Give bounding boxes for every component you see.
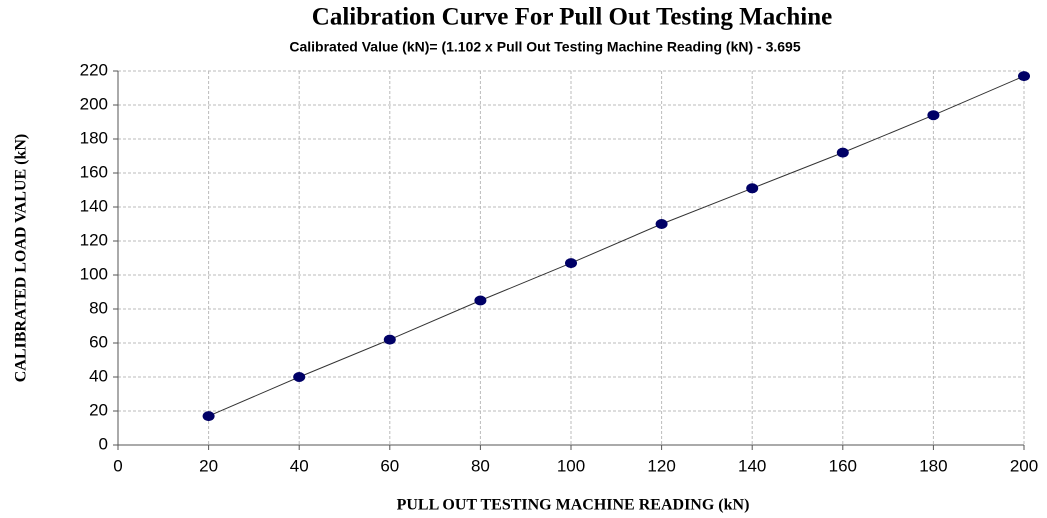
data-point [383,334,396,345]
x-tick-label: 40 [290,456,309,475]
y-tick-label: 0 [99,434,108,453]
y-tick-label: 80 [89,298,108,317]
x-tick-label: 20 [199,456,218,475]
data-point [202,411,215,422]
data-point [474,295,487,306]
x-axis-label: PULL OUT TESTING MACHINE READING (kN) [397,497,750,514]
chart-title: Calibration Curve For Pull Out Testing M… [312,4,832,31]
data-point [655,219,668,229]
x-tick-label: 80 [471,456,490,475]
y-axis-label: CALIBRATED LOAD VALUE (kN) [13,134,30,383]
y-tick-label: 180 [80,128,108,147]
x-tick-label: 180 [919,456,947,475]
data-point [1018,71,1030,82]
y-tick-label: 100 [80,264,108,283]
y-tick-label: 60 [89,332,108,351]
x-tick-label: 200 [1010,456,1038,475]
data-point [565,258,577,269]
data-point [836,147,849,158]
y-tick-label: 160 [80,162,108,181]
trend-line [208,75,1025,417]
x-tick-label: 140 [738,456,766,475]
y-tick-label: 40 [89,366,108,385]
y-tick-label: 200 [80,94,108,113]
data-point [927,110,940,121]
x-tick-label: 100 [557,456,585,475]
y-tick-label: 140 [80,196,108,215]
y-tick-label: 220 [80,60,108,79]
data-point [746,183,759,194]
x-tick-label: 0 [113,456,122,475]
x-tick-label: 160 [829,456,857,475]
x-tick-label: 120 [647,456,675,475]
chart-subtitle: Calibrated Value (kN)= (1.102 x Pull Out… [289,39,800,55]
y-tick-label: 20 [89,400,108,419]
data-point [293,372,306,382]
x-tick-label: 60 [380,456,399,475]
y-tick-label: 120 [80,230,108,249]
